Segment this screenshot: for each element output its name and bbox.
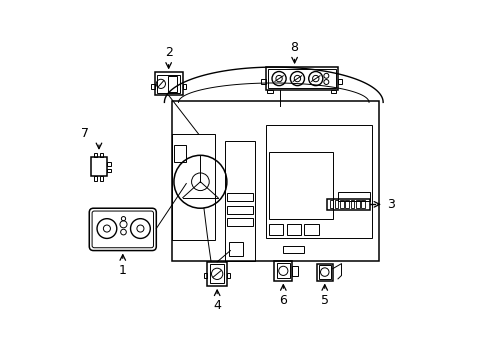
Bar — [172, 100, 378, 261]
Bar — [330, 90, 336, 93]
Bar — [316, 264, 332, 280]
Bar — [203, 273, 207, 278]
Bar — [265, 125, 371, 238]
Bar — [337, 192, 369, 201]
Text: 8: 8 — [290, 41, 298, 54]
Bar — [94, 153, 97, 157]
Bar — [261, 79, 265, 84]
Text: 4: 4 — [213, 299, 221, 312]
Bar — [107, 169, 111, 172]
Bar — [226, 193, 252, 201]
Bar — [174, 145, 186, 162]
Bar — [327, 199, 369, 210]
Text: 1: 1 — [119, 264, 126, 277]
Bar — [226, 273, 230, 278]
Text: 6: 6 — [279, 294, 286, 307]
Bar — [286, 224, 300, 235]
Bar — [226, 206, 252, 213]
Bar — [334, 201, 338, 208]
Bar — [151, 84, 154, 89]
Bar — [107, 162, 111, 166]
Bar — [269, 224, 283, 235]
Bar — [340, 201, 343, 208]
Bar — [291, 266, 298, 276]
Bar — [229, 242, 243, 256]
Bar — [226, 218, 252, 226]
Bar — [269, 152, 332, 219]
Bar — [100, 176, 103, 181]
Bar — [350, 201, 353, 208]
Bar — [157, 75, 180, 93]
Bar — [100, 153, 103, 157]
Text: 7: 7 — [81, 127, 89, 140]
Bar — [91, 157, 107, 176]
Bar — [318, 265, 330, 279]
Bar — [94, 176, 97, 181]
Bar — [167, 76, 176, 92]
Bar — [274, 261, 291, 280]
Bar — [265, 67, 337, 90]
Bar — [224, 141, 255, 261]
Bar — [283, 246, 304, 253]
Bar — [345, 201, 348, 208]
Bar — [337, 79, 342, 84]
Bar — [355, 201, 359, 208]
Text: 2: 2 — [164, 46, 172, 59]
Text: 3: 3 — [386, 198, 394, 211]
Bar — [183, 84, 186, 89]
Bar — [304, 224, 318, 235]
Bar — [329, 201, 332, 208]
Bar — [207, 262, 226, 286]
Bar — [361, 201, 364, 208]
Bar — [154, 72, 183, 95]
Bar — [209, 264, 224, 283]
Text: 5: 5 — [320, 294, 328, 307]
Bar — [172, 134, 214, 240]
Bar — [276, 263, 289, 278]
Bar — [267, 69, 335, 88]
Bar — [267, 90, 272, 93]
